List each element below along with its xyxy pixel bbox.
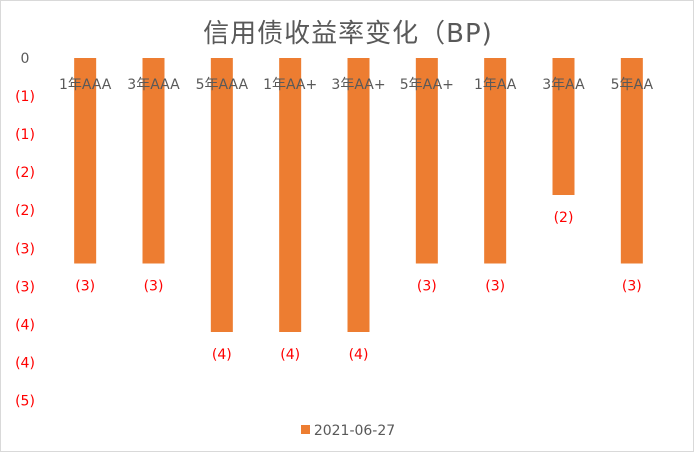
legend-swatch bbox=[300, 425, 310, 434]
data-label: (3) bbox=[75, 279, 95, 295]
x-tick-label: 3年AA+ bbox=[331, 77, 385, 93]
x-tick-label: 1年AA+ bbox=[263, 77, 317, 93]
data-label: (4) bbox=[349, 347, 369, 363]
data-label: (2) bbox=[554, 210, 574, 226]
bar bbox=[484, 58, 507, 264]
data-label: (3) bbox=[622, 279, 642, 295]
data-label: (3) bbox=[417, 279, 437, 295]
data-label: (4) bbox=[280, 347, 300, 363]
x-tick-label: 1年AAA bbox=[59, 77, 112, 93]
bar bbox=[74, 58, 97, 264]
legend-label: 2021-06-27 bbox=[313, 423, 396, 439]
bar bbox=[210, 58, 233, 332]
x-tick-label: 5年AA+ bbox=[400, 77, 454, 93]
data-label: (4) bbox=[212, 347, 232, 363]
data-label: (3) bbox=[144, 279, 164, 295]
x-tick-label: 5年AAA bbox=[196, 77, 249, 93]
x-tick-label: 5年AA bbox=[611, 77, 654, 93]
legend: 2021-06-27 bbox=[1, 423, 694, 439]
y-tick-label: (1) bbox=[15, 127, 35, 143]
y-tick-label: (1) bbox=[15, 89, 35, 105]
bar bbox=[142, 58, 165, 264]
y-tick-label: (2) bbox=[15, 165, 35, 181]
data-label: (3) bbox=[485, 279, 505, 295]
y-tick-label: (4) bbox=[15, 317, 35, 333]
y-tick-label: (4) bbox=[15, 355, 35, 371]
x-tick-label: 3年AAA bbox=[127, 77, 180, 93]
bar bbox=[552, 58, 575, 195]
bar bbox=[620, 58, 643, 264]
x-tick-label: 3年AA bbox=[542, 77, 585, 93]
y-tick-label: (2) bbox=[15, 203, 35, 219]
bar bbox=[347, 58, 370, 332]
y-tick-label: 0 bbox=[21, 51, 30, 67]
bar bbox=[279, 58, 302, 332]
y-tick-label: (5) bbox=[15, 394, 35, 410]
chart-title-text: 信用债收益率变化（BP) bbox=[203, 19, 493, 49]
chart-title: 信用债收益率变化（BP) bbox=[1, 13, 694, 50]
y-tick-label: (3) bbox=[15, 279, 35, 295]
x-tick-label: 1年AA bbox=[474, 77, 517, 93]
y-tick-label: (3) bbox=[15, 241, 35, 257]
bar bbox=[415, 58, 438, 264]
